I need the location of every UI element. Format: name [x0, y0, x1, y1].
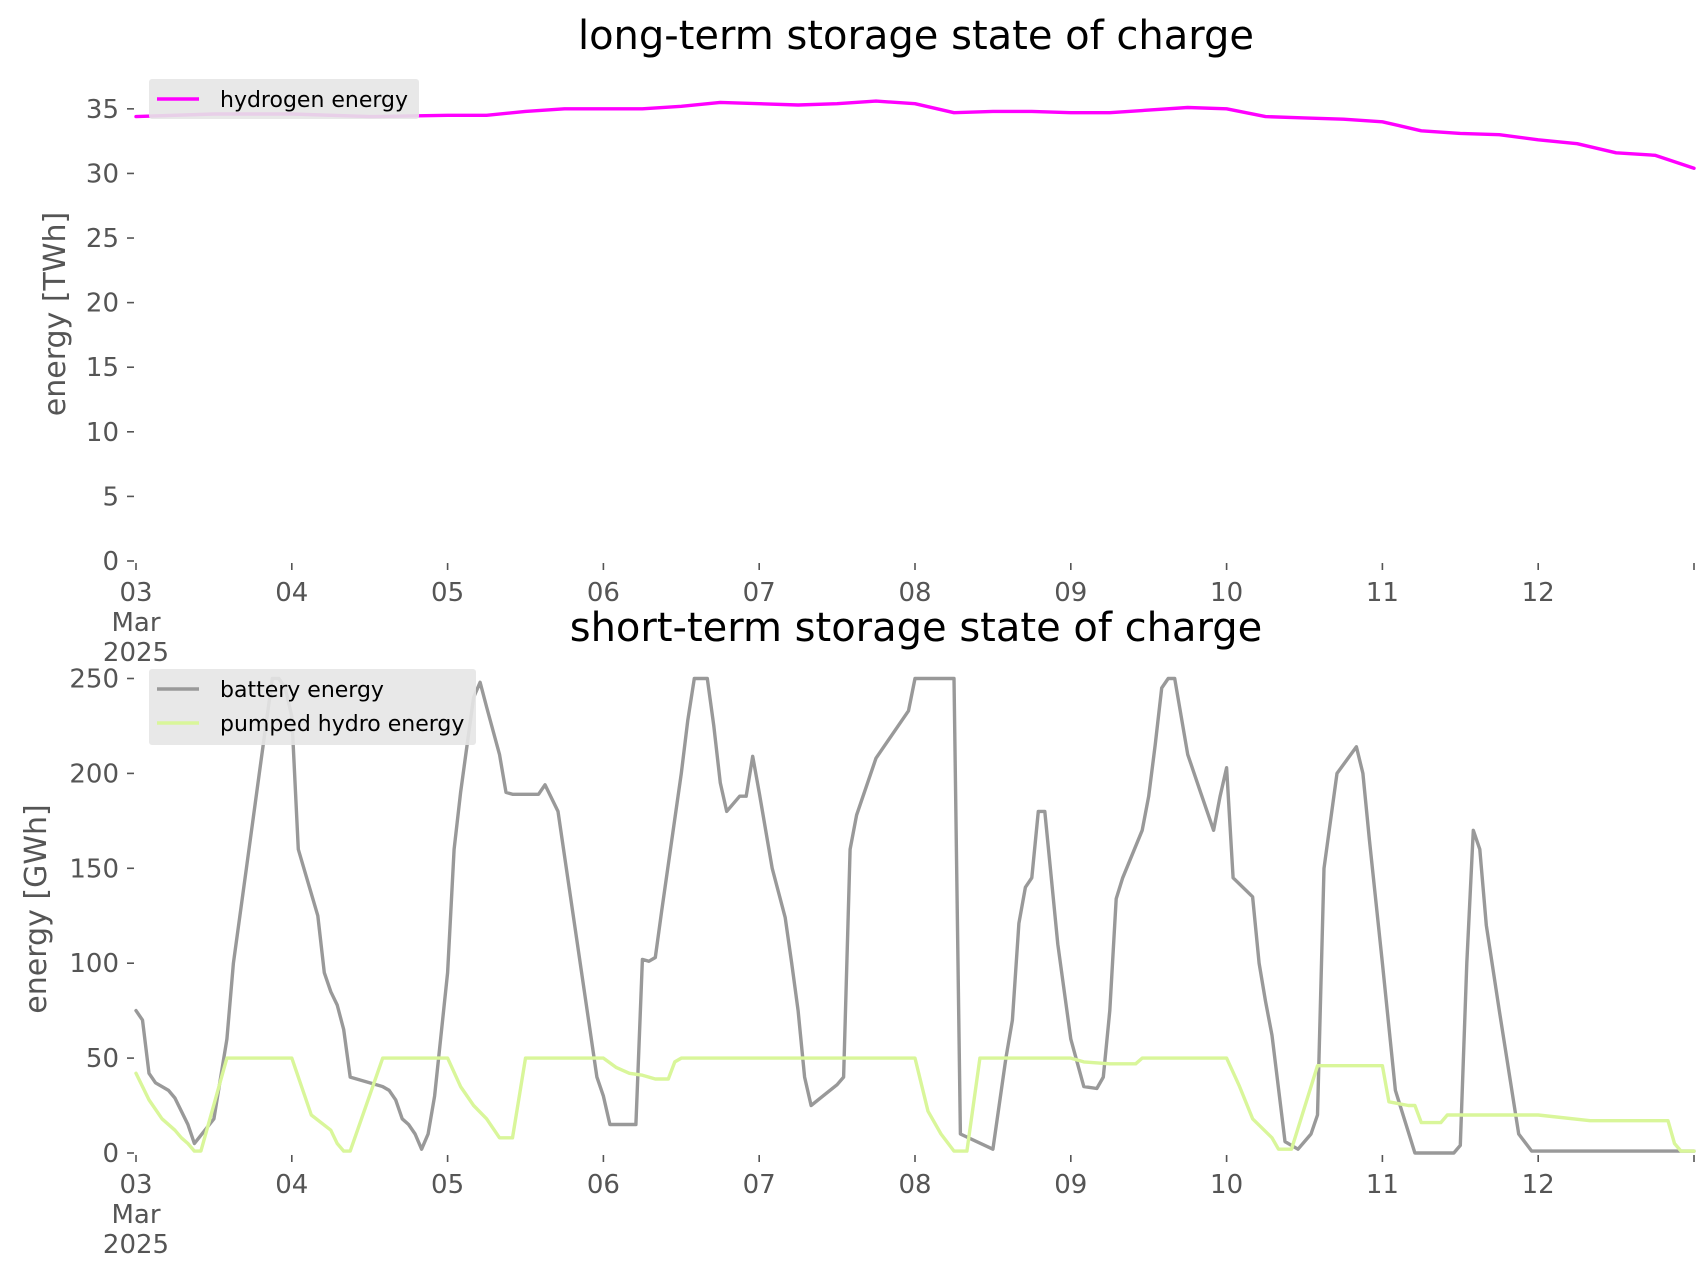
x-tick-label: 08 — [898, 578, 931, 608]
x-tick-label: 07 — [743, 1170, 776, 1200]
y-tick-label: 250 — [69, 664, 119, 694]
x-tick-label: 11 — [1366, 578, 1399, 608]
y-tick-label: 25 — [86, 224, 119, 254]
series-lines — [134, 99, 1696, 171]
y-tick-label: 20 — [86, 289, 119, 319]
x-axis-ticks: 03 Mar 2025 04 05 06 07 08 09 10 11 12 — [103, 1155, 1695, 1260]
x-axis-ticks: 03 Mar 2025 04 05 06 07 08 09 10 11 12 — [103, 563, 1695, 668]
x-tick-label: 06 — [587, 578, 620, 608]
legend: battery energy pumped hydro energy — [149, 669, 476, 745]
x-tick-label: 04 — [275, 1170, 308, 1200]
y-tick-label: 0 — [102, 547, 119, 577]
x-tick-label: 07 — [743, 578, 776, 608]
y-tick-label: 35 — [86, 95, 119, 125]
legend-box — [149, 79, 419, 119]
y-tick-label: 100 — [69, 949, 119, 979]
x-tick-label: 09 — [1054, 578, 1087, 608]
y-tick-label: 30 — [86, 159, 119, 189]
y-tick-label: 50 — [86, 1044, 119, 1074]
x-tick-label: 12 — [1522, 578, 1555, 608]
y-axis-label: energy [TWh] — [38, 212, 73, 416]
y-tick-label: 200 — [69, 759, 119, 789]
x-tick-label: 03 Mar 2025 — [103, 1170, 169, 1260]
series-line-hydrogen-energy — [134, 99, 1696, 171]
x-tick-label: 05 — [431, 1170, 464, 1200]
y-axis-ticks: 0 50 100 150 200 250 — [69, 664, 134, 1169]
x-tick-label: 04 — [275, 578, 308, 608]
chart-title: long-term storage state of charge — [578, 13, 1254, 59]
legend-box — [149, 669, 476, 745]
x-tick-label: 06 — [587, 1170, 620, 1200]
long-term-storage-chart: long-term storage state of charge energy… — [38, 13, 1696, 668]
y-tick-label: 5 — [102, 482, 119, 512]
legend: hydrogen energy — [149, 79, 419, 119]
y-tick-label: 150 — [69, 854, 119, 884]
x-tick-label: 12 — [1522, 1170, 1555, 1200]
legend-label: hydrogen energy — [220, 88, 408, 113]
x-tick-label: 11 — [1366, 1170, 1399, 1200]
y-tick-label: 10 — [86, 418, 119, 448]
series-line-pumped-hydro-energy — [134, 1056, 1696, 1153]
legend-label: pumped hydro energy — [220, 712, 464, 737]
chart-title: short-term storage state of charge — [570, 605, 1263, 651]
x-tick-label: 10 — [1210, 1170, 1243, 1200]
y-axis-label: energy [GWh] — [19, 804, 54, 1013]
x-tick-label: 08 — [898, 1170, 931, 1200]
y-axis-ticks: 0 5 10 15 20 25 30 35 — [86, 95, 134, 577]
x-tick-label: 10 — [1210, 578, 1243, 608]
series-line-battery-energy — [134, 676, 1696, 1155]
legend-label: battery energy — [220, 678, 384, 703]
series-lines — [134, 676, 1696, 1155]
short-term-storage-chart: short-term storage state of charge energ… — [19, 605, 1696, 1260]
x-tick-label: 05 — [431, 578, 464, 608]
y-tick-label: 15 — [86, 353, 119, 383]
x-tick-label: 03 Mar 2025 — [103, 578, 169, 668]
y-tick-label: 0 — [102, 1139, 119, 1169]
x-tick-label: 09 — [1054, 1170, 1087, 1200]
